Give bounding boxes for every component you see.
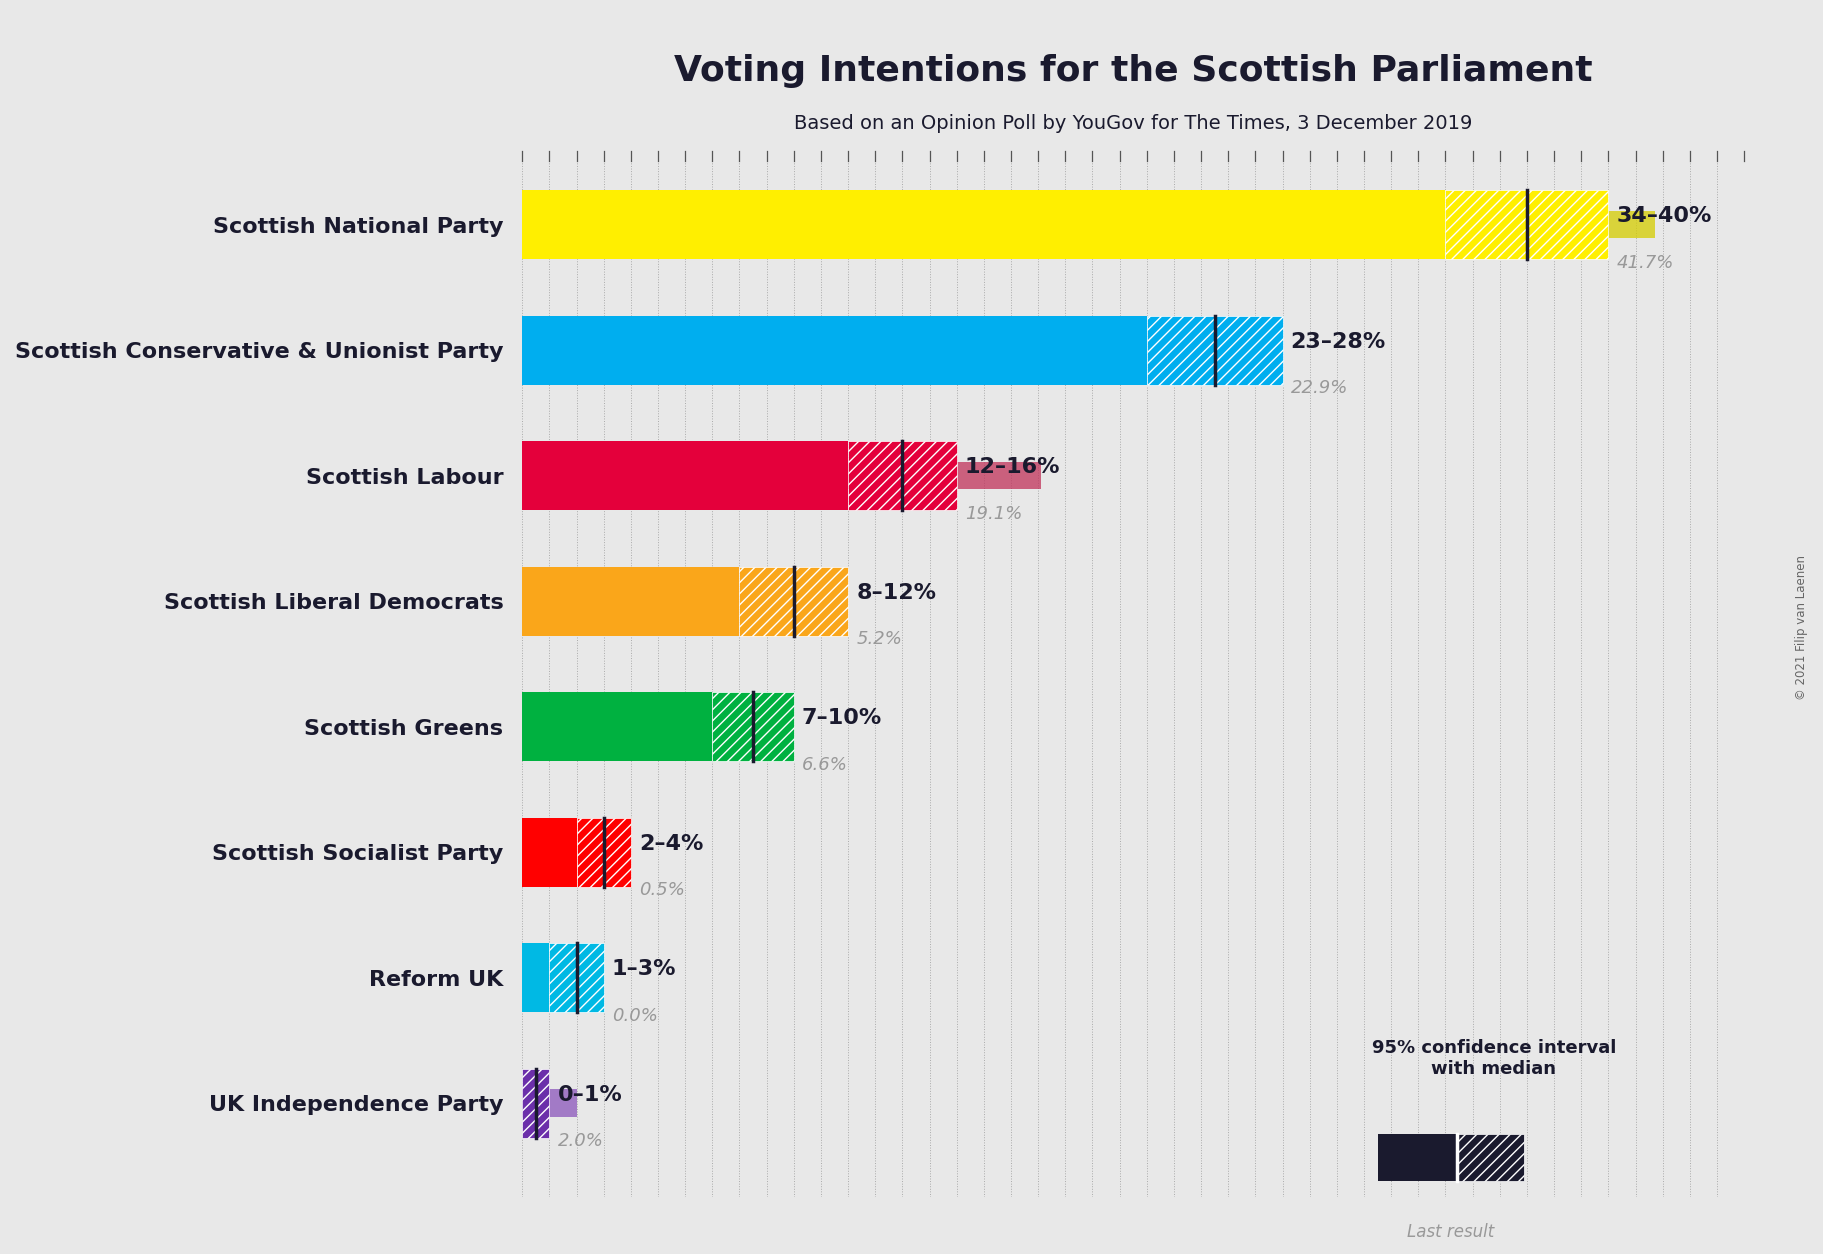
Text: Based on an Opinion Poll by YouGov for The Times, 3 December 2019: Based on an Opinion Poll by YouGov for T…	[795, 114, 1473, 133]
Bar	[521, 943, 549, 1012]
Text: 23–28%: 23–28%	[1291, 332, 1385, 352]
Bar	[576, 818, 631, 887]
Text: 95% confidence interval
with median: 95% confidence interval with median	[1371, 1038, 1615, 1077]
Text: 1–3%: 1–3%	[613, 959, 676, 979]
FancyBboxPatch shape	[1378, 1198, 1524, 1216]
Text: 0.5%: 0.5%	[640, 882, 685, 899]
Text: 2.0%: 2.0%	[558, 1132, 603, 1150]
Bar	[521, 336, 1145, 364]
Bar	[521, 839, 536, 867]
Bar	[521, 211, 1655, 238]
Bar	[521, 1090, 576, 1117]
Bar	[521, 818, 576, 887]
Bar	[521, 461, 1041, 489]
Text: 41.7%: 41.7%	[1617, 253, 1674, 272]
Text: 7–10%: 7–10%	[802, 709, 882, 729]
Bar	[848, 441, 957, 510]
Bar	[1446, 191, 1608, 260]
Bar	[740, 567, 848, 636]
Bar	[521, 567, 740, 636]
Bar	[521, 712, 702, 741]
Bar	[521, 587, 664, 614]
Text: 5.2%: 5.2%	[857, 631, 902, 648]
Text: 0.0%: 0.0%	[613, 1007, 658, 1025]
Bar	[1147, 316, 1283, 385]
Text: 34–40%: 34–40%	[1617, 207, 1712, 227]
Bar	[521, 316, 1147, 385]
Bar	[521, 692, 713, 761]
Text: 8–12%: 8–12%	[857, 583, 937, 603]
Bar	[713, 692, 793, 761]
FancyBboxPatch shape	[1378, 1135, 1457, 1181]
Text: 22.9%: 22.9%	[1291, 379, 1347, 398]
Bar	[521, 441, 848, 510]
Text: Voting Intentions for the Scottish Parliament: Voting Intentions for the Scottish Parli…	[675, 54, 1593, 88]
Text: 2–4%: 2–4%	[640, 834, 704, 854]
Bar	[549, 943, 603, 1012]
Text: 0–1%: 0–1%	[558, 1085, 622, 1105]
Bar	[521, 191, 1446, 260]
FancyBboxPatch shape	[1457, 1135, 1524, 1181]
Bar	[521, 1068, 549, 1137]
Text: © 2021 Filip van Laenen: © 2021 Filip van Laenen	[1794, 554, 1808, 700]
Text: Last result: Last result	[1407, 1223, 1495, 1241]
Text: 19.1%: 19.1%	[964, 504, 1023, 523]
Text: 6.6%: 6.6%	[802, 756, 848, 774]
Text: 12–16%: 12–16%	[964, 458, 1061, 478]
